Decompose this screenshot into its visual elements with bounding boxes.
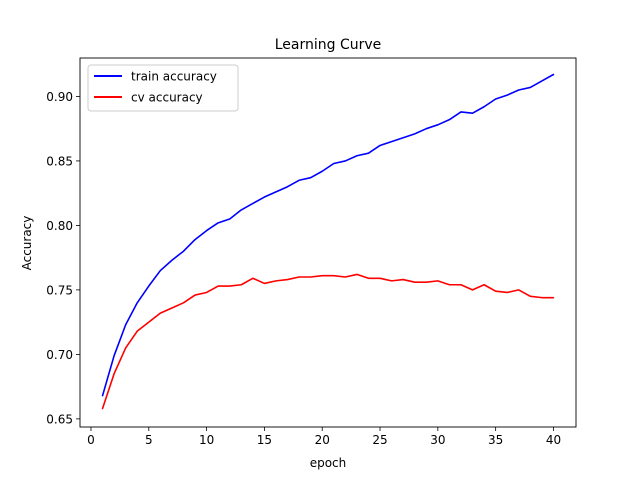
y-axis-label: Accuracy [20,216,34,271]
x-tick-label: 25 [372,433,387,447]
axes-frame [79,57,577,428]
x-tick-label: 10 [199,433,214,447]
legend: train accuracy cv accuracy [87,64,239,112]
chart-title: Learning Curve [275,37,382,53]
series-line-train-accuracy [101,73,555,397]
x-tick-label: 30 [430,433,445,447]
x-axis-label: epoch [310,456,347,470]
x-tick-label: 35 [488,433,503,447]
x-tick-label: 5 [145,433,153,447]
y-tick-label: 0.85 [46,154,73,168]
y-tick-label: 0.65 [46,412,73,426]
series-line-cv-accuracy [101,273,555,410]
x-tick-label: 40 [546,433,561,447]
y-tick-label: 0.80 [46,219,73,233]
legend-label-cv-accuracy: cv accuracy [131,91,203,105]
y-tick-label: 0.70 [46,348,73,362]
y-tick-label: 0.75 [46,283,73,297]
x-tick-label: 20 [315,433,330,447]
legend-box [87,64,239,112]
x-tick-label: 15 [257,433,272,447]
plot-area: 0 5 10 15 20 25 30 35 40 0.65 0.70 0.75 0.80 0.85 0.90 [46,57,577,447]
x-tick-label: 0 [87,433,95,447]
y-tick-label: 0.90 [46,90,73,104]
legend-label-train-accuracy: train accuracy [131,70,217,84]
